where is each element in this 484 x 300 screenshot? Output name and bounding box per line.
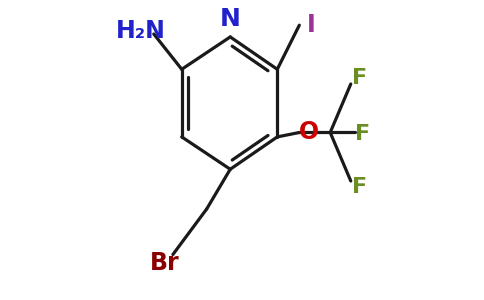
Text: O: O: [299, 121, 319, 145]
Text: N: N: [220, 7, 241, 31]
Text: F: F: [352, 177, 367, 197]
Text: F: F: [355, 124, 370, 144]
Text: F: F: [352, 68, 367, 88]
Text: Br: Br: [150, 251, 179, 275]
Text: I: I: [307, 13, 316, 37]
Text: H₂N: H₂N: [116, 19, 166, 43]
